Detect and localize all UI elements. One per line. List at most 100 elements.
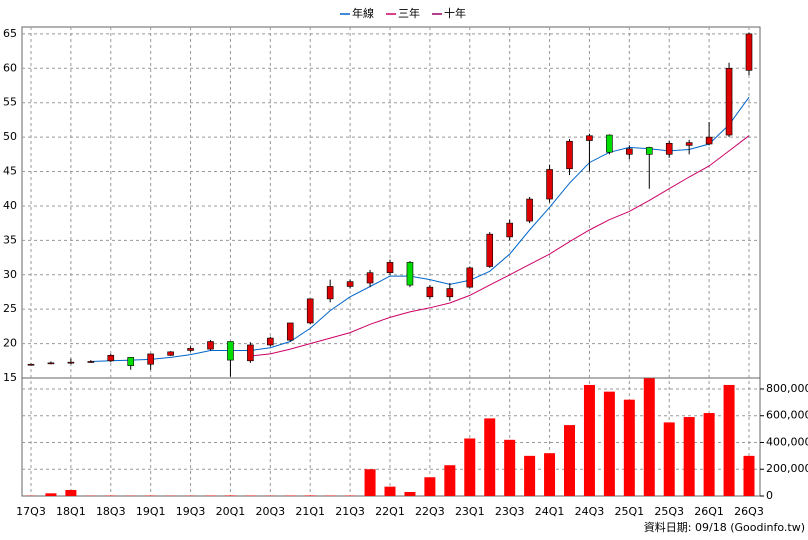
x-tick-label: 20Q1 bbox=[216, 505, 246, 518]
volume-bar bbox=[643, 378, 655, 496]
volume-bar bbox=[404, 491, 416, 496]
candle-body bbox=[127, 357, 135, 366]
volume-bar bbox=[464, 438, 476, 496]
volume-bar bbox=[65, 489, 77, 496]
candle-body bbox=[705, 136, 713, 145]
y2-tick-label: 600,000 bbox=[766, 409, 808, 422]
volume-bar bbox=[723, 384, 735, 496]
x-tick-label: 25Q1 bbox=[615, 505, 645, 518]
candle-body bbox=[167, 351, 174, 356]
x-tick-label: 17Q3 bbox=[16, 505, 46, 518]
plot-frame bbox=[21, 26, 761, 497]
y-tick-label: 30 bbox=[3, 268, 17, 281]
volume-bar bbox=[743, 455, 755, 496]
y-tick-label: 20 bbox=[3, 337, 17, 350]
candle-body bbox=[586, 135, 593, 141]
candle-body bbox=[207, 341, 214, 350]
candle-body bbox=[326, 286, 334, 300]
candle-body bbox=[187, 348, 194, 351]
x-tick-label: 18Q3 bbox=[96, 505, 126, 518]
candle-body bbox=[306, 298, 314, 324]
x-tick-label: 22Q1 bbox=[375, 505, 405, 518]
candle-body bbox=[386, 262, 394, 273]
candle-body bbox=[366, 272, 374, 284]
x-tick-label: 26Q3 bbox=[734, 505, 764, 518]
x-tick-label: 22Q3 bbox=[415, 505, 445, 518]
ma-line bbox=[90, 96, 750, 362]
legend-label: 十年 bbox=[444, 6, 466, 20]
candle-body bbox=[466, 267, 474, 288]
candle-body bbox=[546, 169, 553, 200]
legend-label: 三年 bbox=[398, 6, 420, 20]
candle-body bbox=[147, 353, 154, 365]
x-tick-label: 21Q1 bbox=[295, 505, 325, 518]
candle-body bbox=[645, 147, 653, 155]
x-tick-label: 26Q1 bbox=[694, 505, 724, 518]
candle-body bbox=[227, 341, 234, 361]
candle-body bbox=[426, 286, 434, 298]
y-tick-label: 35 bbox=[3, 233, 17, 246]
y-tick-label: 15 bbox=[3, 371, 17, 384]
volume-bar bbox=[364, 469, 376, 496]
candle-body bbox=[267, 337, 274, 346]
candle-body bbox=[286, 322, 294, 341]
candle-body bbox=[626, 148, 633, 155]
x-tick-label: 23Q1 bbox=[455, 505, 485, 518]
candle-body bbox=[346, 281, 354, 287]
x-tick-label: 24Q3 bbox=[575, 505, 605, 518]
y-tick-label: 65 bbox=[3, 27, 17, 40]
candle-body bbox=[47, 362, 55, 365]
candle-body bbox=[665, 143, 673, 155]
volume-bar bbox=[444, 465, 456, 496]
volume-bar bbox=[424, 477, 436, 496]
candle-body bbox=[87, 361, 95, 363]
volume-bar bbox=[583, 384, 595, 496]
candle-body bbox=[685, 142, 693, 146]
volume-bar bbox=[564, 425, 575, 496]
volume-bar bbox=[504, 439, 516, 496]
volume-bar bbox=[484, 418, 496, 496]
legend-label: 年線 bbox=[352, 6, 374, 20]
y2-tick-label: 200,000 bbox=[766, 462, 808, 475]
y-tick-label: 55 bbox=[3, 96, 17, 109]
volume-bar bbox=[603, 391, 615, 496]
x-tick-label: 24Q1 bbox=[535, 505, 565, 518]
volume-bar bbox=[544, 453, 556, 496]
volume-bar bbox=[224, 495, 236, 496]
candle-body bbox=[67, 361, 75, 364]
volume-bar bbox=[623, 399, 635, 496]
candle-body bbox=[606, 134, 613, 153]
volume-bar bbox=[45, 493, 57, 496]
volume-bar bbox=[384, 486, 396, 496]
volume-bar bbox=[703, 413, 715, 496]
candle-body bbox=[506, 222, 513, 238]
volume-bar bbox=[663, 422, 675, 496]
candle-body bbox=[406, 262, 414, 286]
candle-body bbox=[745, 33, 753, 71]
candle-body bbox=[107, 354, 115, 362]
candle-body bbox=[247, 344, 254, 362]
y2-tick-label: 800,000 bbox=[766, 382, 808, 395]
candle-body bbox=[486, 233, 494, 267]
x-tick-label: 21Q3 bbox=[335, 505, 365, 518]
y2-tick-label: 0 bbox=[766, 489, 773, 502]
candle-body bbox=[526, 198, 533, 222]
x-tick-label: 19Q1 bbox=[136, 505, 166, 518]
candle-body bbox=[446, 288, 454, 298]
candle-body bbox=[27, 363, 35, 366]
y-tick-label: 40 bbox=[3, 199, 17, 212]
y-tick-label: 45 bbox=[3, 165, 17, 178]
y-tick-label: 60 bbox=[3, 61, 17, 74]
y-tick-label: 50 bbox=[3, 130, 17, 143]
y2-tick-label: 400,000 bbox=[766, 435, 808, 448]
y-tick-label: 25 bbox=[3, 302, 17, 315]
x-tick-label: 20Q3 bbox=[256, 505, 286, 518]
x-tick-label: 19Q3 bbox=[176, 505, 206, 518]
volume-bar bbox=[524, 455, 536, 496]
volume-bar bbox=[304, 495, 316, 496]
footer: 資料日期: 09/18 (Goodinfo.tw) bbox=[644, 520, 805, 534]
x-tick-label: 18Q1 bbox=[56, 505, 86, 518]
ma-line bbox=[250, 135, 750, 357]
candle-body bbox=[725, 67, 733, 136]
